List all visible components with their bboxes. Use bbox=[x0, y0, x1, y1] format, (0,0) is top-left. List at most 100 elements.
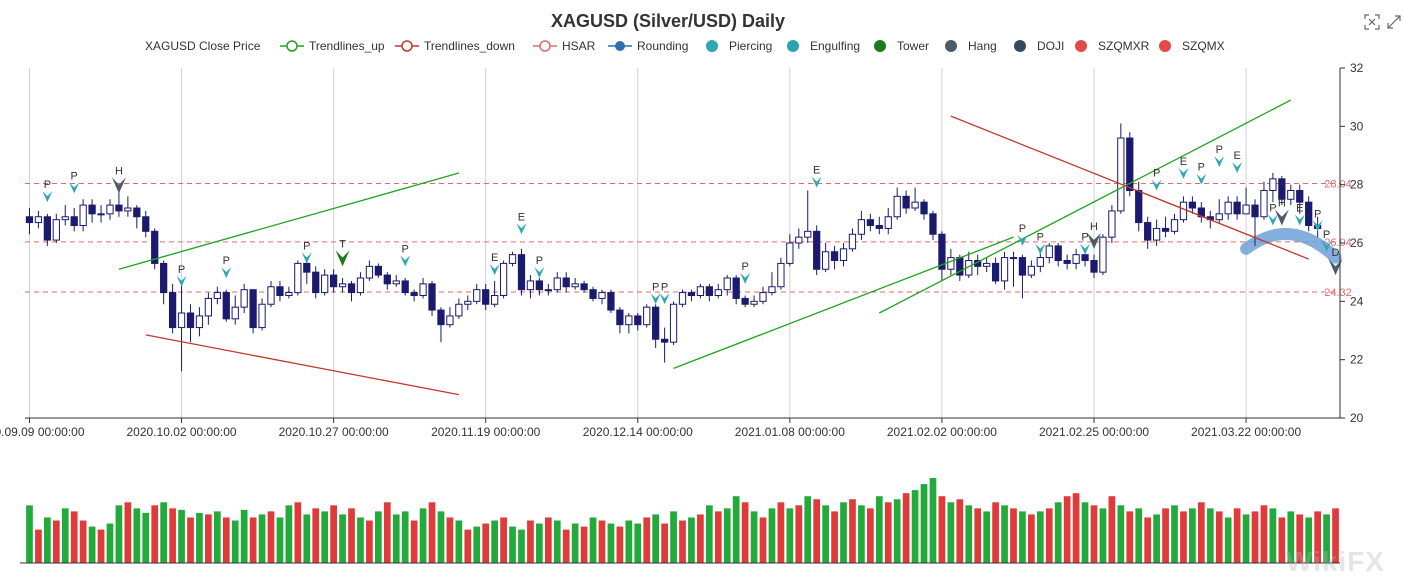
candle[interactable] bbox=[312, 266, 320, 299]
candle[interactable] bbox=[151, 228, 159, 270]
candle[interactable] bbox=[669, 301, 678, 346]
candle[interactable] bbox=[625, 313, 633, 334]
candle[interactable] bbox=[759, 286, 767, 305]
candle[interactable] bbox=[643, 304, 651, 328]
candle[interactable] bbox=[347, 280, 356, 302]
candle[interactable] bbox=[374, 263, 382, 278]
candle[interactable] bbox=[857, 210, 866, 241]
candle[interactable] bbox=[383, 272, 391, 290]
candle[interactable] bbox=[61, 205, 69, 226]
candle[interactable] bbox=[535, 278, 544, 296]
legend-item-xagusd-close-price[interactable]: XAGUSD Close Price bbox=[145, 39, 261, 53]
candle[interactable] bbox=[392, 275, 400, 287]
candle[interactable] bbox=[338, 278, 347, 293]
candle[interactable] bbox=[213, 286, 221, 305]
candle[interactable] bbox=[446, 307, 454, 328]
candle[interactable] bbox=[929, 210, 937, 241]
candle[interactable] bbox=[1278, 175, 1286, 206]
candle[interactable] bbox=[544, 283, 552, 296]
candle[interactable] bbox=[678, 289, 687, 308]
candle[interactable] bbox=[186, 304, 195, 343]
candle[interactable] bbox=[1036, 251, 1044, 273]
candle[interactable] bbox=[598, 289, 606, 305]
candle[interactable] bbox=[1287, 184, 1295, 206]
candle[interactable] bbox=[1233, 196, 1241, 220]
candle[interactable] bbox=[983, 257, 991, 273]
legend-item-hang[interactable]: Hang bbox=[945, 39, 997, 53]
candle[interactable] bbox=[1144, 216, 1152, 249]
candle[interactable] bbox=[1305, 196, 1313, 232]
candle[interactable] bbox=[43, 213, 51, 246]
candle[interactable] bbox=[491, 280, 499, 308]
candle[interactable] bbox=[795, 228, 803, 249]
pattern-marker-p[interactable]: P bbox=[659, 281, 670, 305]
pattern-marker-h[interactable]: H bbox=[111, 165, 126, 194]
pattern-marker-p[interactable]: P bbox=[176, 264, 187, 287]
candle[interactable] bbox=[1018, 254, 1027, 299]
legend-item-engulfing[interactable]: Engulfing bbox=[787, 39, 860, 53]
pattern-marker-h[interactable]: H bbox=[1086, 221, 1101, 249]
candle[interactable] bbox=[79, 199, 87, 232]
candle[interactable] bbox=[482, 283, 490, 311]
legend-item-tower[interactable]: Tower bbox=[874, 39, 929, 53]
candle[interactable] bbox=[687, 289, 696, 302]
candle[interactable] bbox=[1224, 196, 1232, 220]
candle[interactable] bbox=[526, 275, 535, 299]
candle[interactable] bbox=[240, 283, 248, 313]
pattern-marker-p[interactable]: P bbox=[1312, 208, 1323, 232]
legend[interactable]: XAGUSD Close Price Trendlines_up Trendline… bbox=[145, 39, 1225, 53]
pattern-marker-p[interactable]: P bbox=[1017, 223, 1028, 246]
candle[interactable] bbox=[777, 257, 785, 290]
candle[interactable] bbox=[222, 289, 230, 322]
legend-item-szqmx[interactable]: SZQMX bbox=[1159, 39, 1225, 53]
candle[interactable] bbox=[705, 283, 713, 302]
candle[interactable] bbox=[294, 260, 302, 296]
candle[interactable] bbox=[768, 272, 776, 296]
candle[interactable] bbox=[580, 280, 588, 293]
candle[interactable] bbox=[723, 275, 731, 296]
candle[interactable] bbox=[88, 199, 96, 223]
candle[interactable] bbox=[231, 295, 239, 325]
candle[interactable] bbox=[464, 295, 472, 311]
candle[interactable] bbox=[1009, 251, 1018, 287]
candle[interactable] bbox=[204, 292, 213, 325]
candle[interactable] bbox=[365, 260, 374, 281]
candle[interactable] bbox=[160, 260, 168, 305]
candle[interactable] bbox=[195, 307, 204, 337]
pattern-marker-p[interactable]: P bbox=[221, 255, 232, 278]
candle[interactable] bbox=[804, 190, 812, 244]
pattern-marker-p[interactable]: P bbox=[1035, 232, 1046, 255]
candle[interactable] bbox=[70, 208, 78, 232]
candle[interactable] bbox=[562, 272, 570, 293]
candle[interactable] bbox=[267, 280, 275, 308]
restore-icon[interactable] bbox=[1386, 14, 1402, 30]
candle[interactable] bbox=[410, 289, 418, 302]
candle[interactable] bbox=[1269, 173, 1277, 203]
candle[interactable] bbox=[1063, 254, 1071, 270]
candle[interactable] bbox=[97, 205, 105, 223]
candle[interactable] bbox=[1161, 216, 1170, 238]
candle[interactable] bbox=[1054, 243, 1062, 267]
pattern-marker-p[interactable]: P bbox=[1151, 168, 1162, 191]
candle[interactable] bbox=[25, 208, 34, 235]
pattern-marker-p[interactable]: P bbox=[534, 255, 545, 278]
candle[interactable] bbox=[1152, 219, 1161, 246]
candle[interactable] bbox=[848, 228, 857, 252]
candle[interactable] bbox=[428, 280, 436, 316]
candle[interactable] bbox=[938, 231, 946, 281]
candle[interactable] bbox=[866, 213, 874, 232]
candle[interactable] bbox=[34, 210, 43, 229]
candle[interactable] bbox=[473, 283, 481, 305]
legend-item-rounding[interactable]: Rounding bbox=[608, 39, 688, 53]
candle[interactable] bbox=[419, 278, 427, 299]
candle[interactable] bbox=[616, 307, 624, 334]
candle[interactable] bbox=[1045, 243, 1053, 264]
candle[interactable] bbox=[1090, 254, 1098, 278]
candle[interactable] bbox=[1000, 251, 1009, 290]
candle[interactable] bbox=[741, 295, 749, 308]
candle[interactable] bbox=[52, 213, 60, 243]
legend-item-doji[interactable]: DOJI bbox=[1014, 39, 1064, 53]
candle[interactable] bbox=[258, 298, 266, 331]
candle[interactable] bbox=[652, 304, 660, 348]
candle[interactable] bbox=[115, 190, 123, 217]
